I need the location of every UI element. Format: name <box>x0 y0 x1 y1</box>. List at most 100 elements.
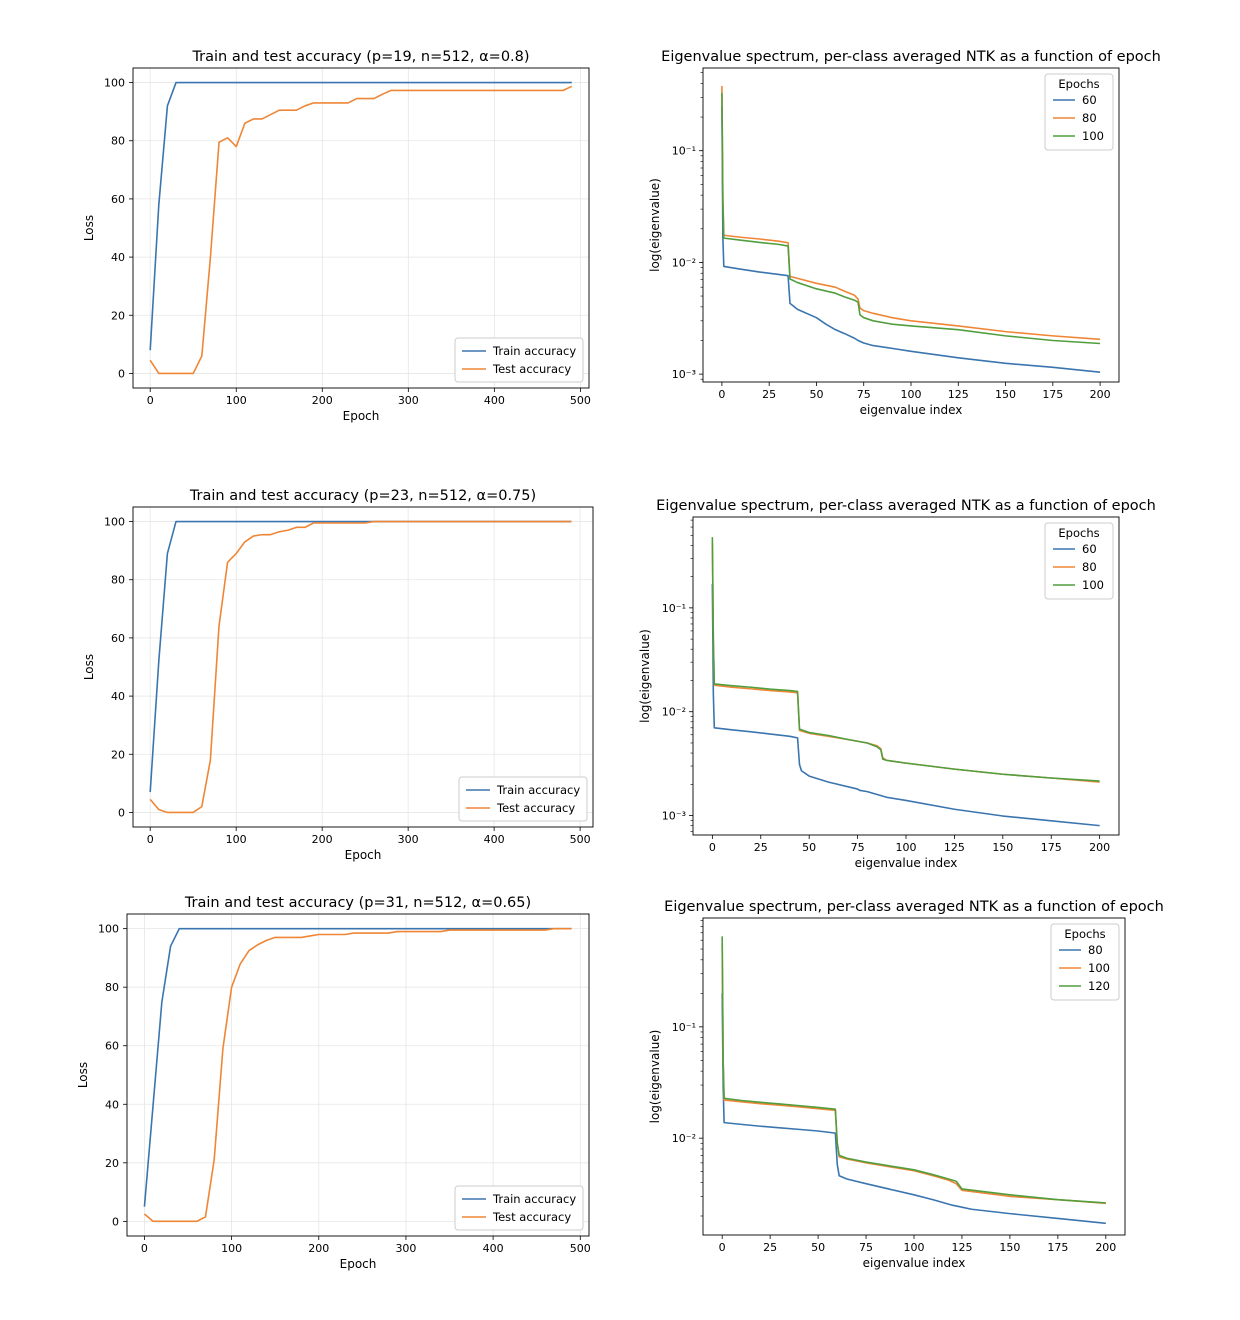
legend-label: Test accuracy <box>496 801 575 815</box>
y-tick-label: 60 <box>111 193 125 206</box>
x-tick-label: 75 <box>851 841 865 854</box>
x-tick-label: 200 <box>1090 388 1111 401</box>
x-tick-label: 300 <box>398 833 419 846</box>
x-tick-label: 125 <box>944 841 965 854</box>
x-tick-label: 50 <box>809 388 823 401</box>
x-axis-label: Epoch <box>345 848 382 862</box>
chart-title: Train and test accuracy (p=31, n=512, α=… <box>184 895 531 911</box>
x-tick-label: 75 <box>859 1241 873 1254</box>
y-axis-label: log(eigenvalue) <box>648 1030 662 1124</box>
x-tick-label: 175 <box>1047 1241 1068 1254</box>
y-tick-label: 10⁻² <box>662 706 686 719</box>
x-tick-label: 0 <box>141 1242 148 1255</box>
y-axis-label: log(eigenvalue) <box>638 629 652 723</box>
series-line-60 <box>721 106 1101 374</box>
series-line-80 <box>721 85 1101 341</box>
x-tick-label: 25 <box>763 1241 777 1254</box>
x-tick-label: 150 <box>995 388 1016 401</box>
series-line-test-accuracy <box>143 927 572 1223</box>
y-tick-label: 20 <box>105 1157 119 1170</box>
x-tick-label: 100 <box>226 833 247 846</box>
plot-frame <box>132 67 590 389</box>
x-tick-label: 200 <box>1089 841 1110 854</box>
y-tick-label: 10⁻² <box>672 1132 696 1145</box>
x-tick-label: 25 <box>762 388 776 401</box>
legend-label: 80 <box>1082 111 1097 125</box>
x-tick-label: 150 <box>999 1241 1020 1254</box>
x-tick-label: 100 <box>901 388 922 401</box>
legend-box <box>458 776 588 822</box>
y-tick-label: 80 <box>111 135 125 148</box>
x-tick-label: 50 <box>802 841 816 854</box>
legend-title: Epochs <box>1058 77 1099 91</box>
legend-label: 60 <box>1082 542 1097 556</box>
chart-title: Eigenvalue spectrum, per-class averaged … <box>664 899 1164 915</box>
x-axis-label: Epoch <box>343 409 380 423</box>
legend-label: 60 <box>1082 93 1097 107</box>
x-tick-label: 0 <box>718 388 725 401</box>
x-tick-label: 500 <box>570 1242 591 1255</box>
x-tick-label: 0 <box>147 394 154 407</box>
legend-box <box>1044 522 1114 600</box>
plot-frame <box>126 913 590 1237</box>
y-tick-label: 10⁻¹ <box>662 602 686 615</box>
x-tick-label: 200 <box>1095 1241 1116 1254</box>
y-tick-label: 0 <box>112 1215 119 1228</box>
chart-title: Train and test accuracy (p=23, n=512, α=… <box>189 488 536 504</box>
x-tick-label: 25 <box>754 841 768 854</box>
x-tick-label: 125 <box>948 388 969 401</box>
legend-label: Train accuracy <box>492 1192 576 1206</box>
series-line-100 <box>711 537 1100 782</box>
legend-label: 100 <box>1088 961 1110 975</box>
y-tick-label: 0 <box>118 806 125 819</box>
series-line-test-accuracy <box>149 85 573 375</box>
series-line-120 <box>721 936 1106 1204</box>
series-line-60 <box>711 583 1100 827</box>
x-tick-label: 175 <box>1042 388 1063 401</box>
y-tick-label: 100 <box>104 77 125 90</box>
legend-label: Test accuracy <box>492 1210 571 1224</box>
y-tick-label: 80 <box>111 574 125 587</box>
series-line-test-accuracy <box>149 520 572 814</box>
chart-title: Eigenvalue spectrum, per-class averaged … <box>661 49 1161 65</box>
legend-title: Epochs <box>1064 927 1105 941</box>
legend-label: 100 <box>1082 129 1104 143</box>
series-line-train-accuracy <box>149 81 572 351</box>
y-tick-label: 10⁻³ <box>662 810 686 823</box>
series-line-100 <box>721 944 1106 1205</box>
x-tick-label: 200 <box>308 1242 329 1255</box>
y-axis-label: Loss <box>76 1062 90 1088</box>
y-tick-label: 10⁻¹ <box>672 1021 696 1034</box>
legend-label: Test accuracy <box>492 362 571 376</box>
chart-1: 0 100 200 300 400 500 0 20 40 60 80 100 Train and te… <box>82 49 591 423</box>
y-axis-label: Loss <box>82 654 96 680</box>
y-tick-label: 20 <box>111 748 125 761</box>
x-tick-label: 300 <box>398 394 419 407</box>
x-tick-label: 175 <box>1041 841 1062 854</box>
x-tick-label: 100 <box>896 841 917 854</box>
y-tick-label: 10⁻¹ <box>672 145 696 158</box>
legend-label: 80 <box>1088 943 1103 957</box>
chart-2: 0 25 50 75 100 125 150 175 200 10⁻³ 10⁻² 10⁻¹ Eigenv… <box>648 49 1161 417</box>
x-tick-label: 300 <box>395 1242 416 1255</box>
y-tick-label: 0 <box>118 367 125 380</box>
x-tick-label: 400 <box>483 1242 504 1255</box>
y-tick-label: 100 <box>98 923 119 936</box>
chart-3: 0 100 200 300 400 500 0 20 40 60 80 100 Train and te… <box>82 488 594 862</box>
x-tick-label: 0 <box>709 841 716 854</box>
x-tick-label: 150 <box>992 841 1013 854</box>
legend-title: Epochs <box>1058 526 1099 540</box>
x-tick-label: 0 <box>719 1241 726 1254</box>
legend-label: 100 <box>1082 578 1104 592</box>
x-tick-label: 200 <box>312 833 333 846</box>
legend-box <box>454 337 584 383</box>
x-axis-label: eigenvalue index <box>860 403 963 417</box>
x-tick-label: 500 <box>570 833 591 846</box>
legend-label: 80 <box>1082 560 1097 574</box>
x-axis-label: Epoch <box>340 1257 377 1271</box>
y-tick-label: 40 <box>111 251 125 264</box>
y-tick-label: 80 <box>105 981 119 994</box>
x-tick-label: 100 <box>904 1241 925 1254</box>
y-tick-label: 40 <box>111 690 125 703</box>
